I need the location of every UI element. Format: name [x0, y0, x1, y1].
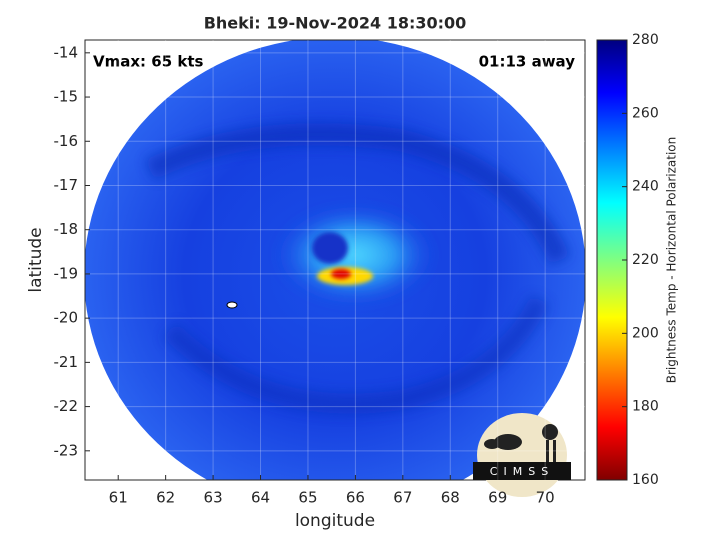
y-tick-label: -23 [54, 441, 79, 459]
y-tick-label: -17 [54, 176, 79, 194]
colorbar-tick-label: 260 [632, 105, 659, 121]
x-tick-label: 61 [109, 489, 128, 507]
x-tick-label: 68 [441, 489, 460, 507]
y-tick-label: -16 [54, 132, 79, 150]
annotation: Vmax: 65 kts [93, 53, 203, 71]
x-tick-label: 66 [346, 489, 365, 507]
colorbar-tick-label: 280 [632, 32, 659, 48]
plot-frame [84, 39, 586, 481]
x-tick-label: 64 [251, 489, 270, 507]
y-tick-label: -19 [54, 264, 79, 282]
y-tick-label: -21 [54, 353, 79, 371]
x-tick-label: 70 [536, 489, 555, 507]
y-tick-label: -20 [54, 309, 79, 327]
x-tick-label: 67 [393, 489, 412, 507]
y-tick-label: -22 [54, 397, 79, 415]
colorbar-tick-label: 240 [632, 179, 659, 195]
satellite-image [85, 40, 585, 480]
y-tick-label: -15 [54, 88, 79, 106]
chart-title: Bheki: 19-Nov-2024 18:30:00 [204, 14, 467, 33]
x-axis-label: longitude [295, 511, 375, 531]
y-tick-label: -18 [54, 220, 79, 238]
logo-text: CIMSS [490, 465, 554, 478]
x-tick-label: 69 [488, 489, 507, 507]
annotation: 01:13 away [479, 53, 576, 71]
colorbar-tick-label: 180 [632, 399, 659, 415]
colorbar-tick-label: 160 [632, 472, 659, 488]
x-tick-label: 65 [298, 489, 317, 507]
colorbar-tick-label: 220 [632, 252, 659, 268]
x-tick-label: 63 [204, 489, 223, 507]
y-axis-label: latitude [26, 227, 46, 292]
y-tick-label: -14 [54, 43, 79, 61]
colorbar-label: Brightness Temp - Horizontal Polarizatio… [665, 137, 679, 384]
x-tick-label: 62 [156, 489, 175, 507]
colorbar-tick-label: 200 [632, 325, 659, 341]
